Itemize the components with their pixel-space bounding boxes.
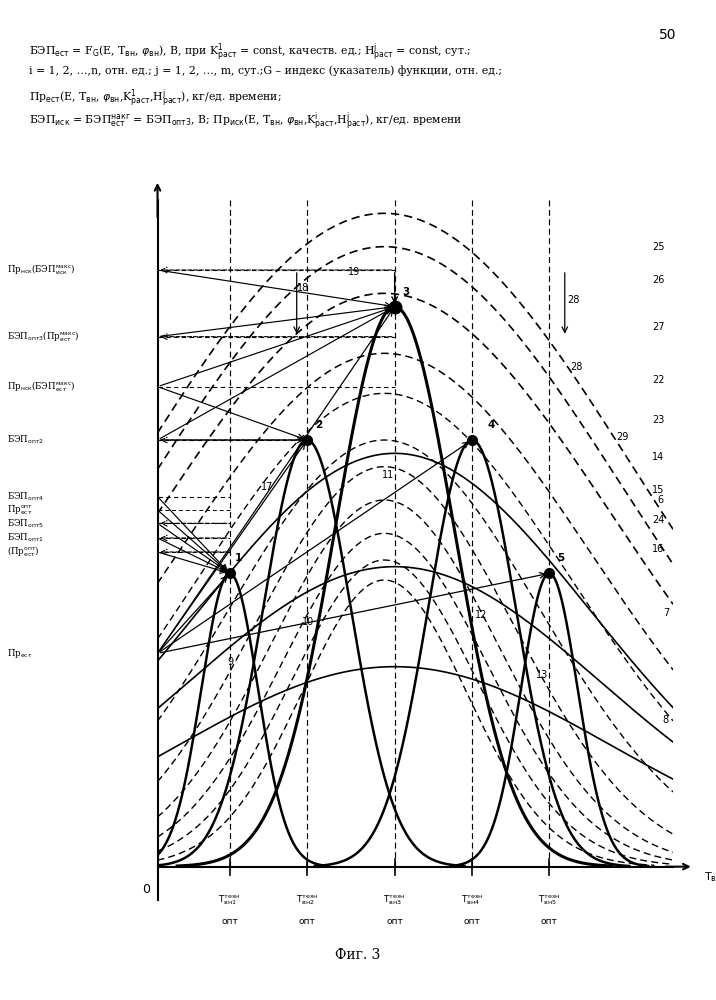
Text: опт: опт	[463, 917, 480, 926]
Text: 3: 3	[402, 287, 410, 297]
Text: T$_{\rm вн1}^{\rm техн}$: T$_{\rm вн1}^{\rm техн}$	[218, 893, 241, 907]
Text: БЭП$_{\rm иск}$ = БЭП$_{\rm ест}^{\rm накг}$ = БЭП$_{\rm опт3}$, B; Пр$_{\rm иск: БЭП$_{\rm иск}$ = БЭП$_{\rm ест}^{\rm на…	[29, 111, 462, 133]
Text: опт: опт	[541, 917, 558, 926]
Text: T$_{\rm вн4}^{\rm техн}$: T$_{\rm вн4}^{\rm техн}$	[460, 893, 483, 907]
Text: БЭП$_{\rm ест}$ = F$_{\rm G}$(E, T$_{\rm вн}$, $\varphi_{\rm вн}$), B, при K$_{\: БЭП$_{\rm ест}$ = F$_{\rm G}$(E, T$_{\rm…	[29, 42, 471, 64]
Text: Фиг. 3: Фиг. 3	[335, 948, 381, 962]
Text: 2: 2	[315, 420, 322, 430]
Text: 26: 26	[652, 275, 664, 285]
Text: 7: 7	[663, 608, 669, 618]
Text: 28: 28	[567, 295, 580, 305]
Text: 50: 50	[659, 28, 677, 42]
Text: опт: опт	[299, 917, 316, 926]
Text: 18: 18	[296, 283, 309, 293]
Text: 25: 25	[652, 242, 665, 252]
Text: БЭП$_{\rm опт1}$: БЭП$_{\rm опт1}$	[7, 532, 44, 544]
Text: T$_{\rm вн3}^{\rm техн}$: T$_{\rm вн3}^{\rm техн}$	[383, 893, 406, 907]
Text: T$_{\rm вн2}^{\rm техн}$: T$_{\rm вн2}^{\rm техн}$	[296, 893, 319, 907]
Text: 27: 27	[652, 322, 665, 332]
Text: 15: 15	[652, 485, 664, 495]
Text: Пр$_{\rm ест}$(E, T$_{\rm вн}$, $\varphi_{\rm вн}$,K$_{\rm раст}^{\rm 1}$,H$_{\r: Пр$_{\rm ест}$(E, T$_{\rm вн}$, $\varphi…	[29, 88, 281, 110]
Text: 16: 16	[652, 544, 664, 554]
Text: 9: 9	[227, 657, 233, 667]
Text: Пр$_{\rm нск}$(БЭП$_{\rm иск}^{\rm макс}$): Пр$_{\rm нск}$(БЭП$_{\rm иск}^{\rm макс}…	[7, 263, 76, 277]
Text: (Пр$_{\rm ест}^{\rm опт}$): (Пр$_{\rm ест}^{\rm опт}$)	[7, 545, 40, 559]
Text: T$_{\rm вн}$, °C: T$_{\rm вн}$, °C	[704, 870, 716, 884]
Text: 19: 19	[348, 267, 361, 277]
Text: 10: 10	[302, 617, 314, 627]
Text: 13: 13	[536, 670, 548, 680]
Text: 12: 12	[475, 610, 487, 620]
Text: 29: 29	[616, 432, 629, 442]
Text: Пр$_{\rm нск}$(БЭП$_{\rm ест}^{\rm макс}$): Пр$_{\rm нск}$(БЭП$_{\rm ест}^{\rm макс}…	[7, 379, 76, 394]
Text: 6: 6	[657, 495, 664, 505]
Text: 14: 14	[652, 452, 664, 462]
Text: 4: 4	[488, 420, 495, 430]
Text: Пр$_{\rm ест}$: Пр$_{\rm ест}$	[7, 647, 33, 660]
Text: 8: 8	[663, 715, 669, 725]
Text: опт: опт	[386, 917, 403, 926]
Text: БЭП$_{\rm опт4}$: БЭП$_{\rm опт4}$	[7, 490, 44, 503]
Text: T$_{\rm вн5}^{\rm техн}$: T$_{\rm вн5}^{\rm техн}$	[538, 893, 561, 907]
Text: 5: 5	[557, 553, 564, 563]
Text: 23: 23	[652, 415, 664, 425]
Text: 22: 22	[652, 375, 665, 385]
Text: 28: 28	[570, 362, 582, 372]
Text: БЭП$_{\rm опт3}$(Пр$_{\rm ест}^{\rm макс}$): БЭП$_{\rm опт3}$(Пр$_{\rm ест}^{\rm макс…	[7, 329, 79, 344]
Text: БЭП$_{\rm опт2}$: БЭП$_{\rm опт2}$	[7, 434, 44, 446]
Text: 11: 11	[382, 470, 394, 480]
Text: опт: опт	[221, 917, 238, 926]
Text: БЭП$_{\rm опт5}$: БЭП$_{\rm опт5}$	[7, 517, 44, 530]
Text: 1: 1	[235, 553, 242, 563]
Text: 17: 17	[261, 482, 273, 492]
Text: 24: 24	[652, 515, 664, 525]
Text: i = 1, 2, …,n, отн. ед.; j = 1, 2, …, m, сут.;G – индекс (указатель) функции, от: i = 1, 2, …,n, отн. ед.; j = 1, 2, …, m,…	[29, 65, 502, 76]
Text: Пр$_{\rm ест}^{\rm опт}$: Пр$_{\rm ест}^{\rm опт}$	[7, 503, 34, 517]
Text: 0: 0	[142, 883, 150, 896]
